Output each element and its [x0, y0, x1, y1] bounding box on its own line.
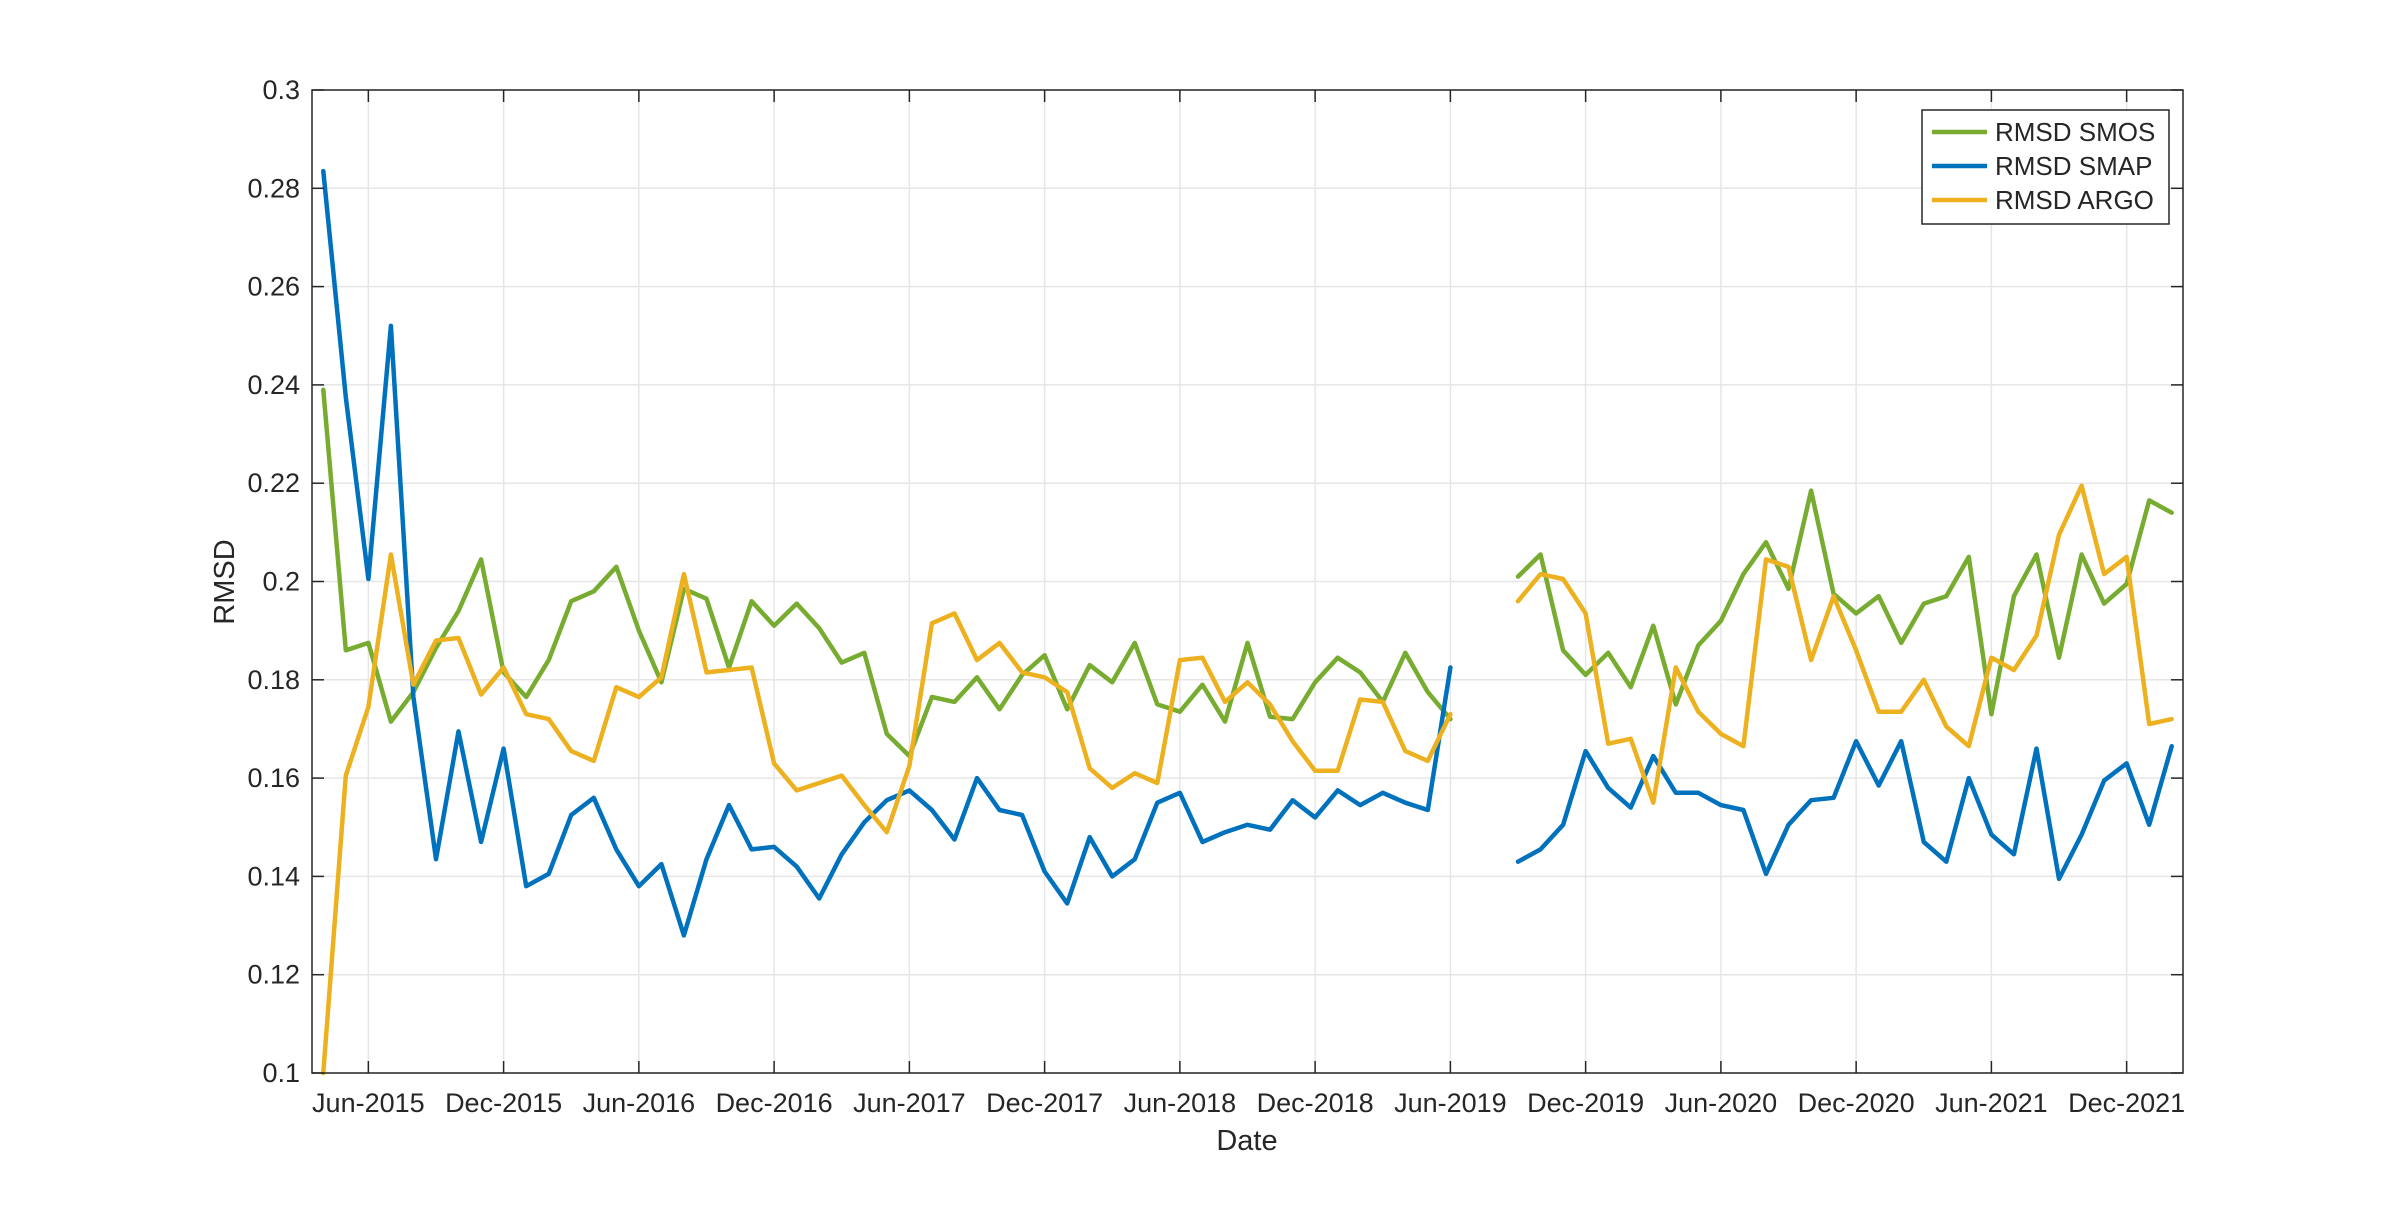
legend-label: RMSD SMOS — [1995, 117, 2155, 147]
y-tick-label: 0.2 — [262, 567, 300, 597]
x-tick-label: Dec-2015 — [445, 1088, 562, 1118]
x-tick-label: Jun-2016 — [583, 1088, 696, 1118]
x-tick-label: Jun-2017 — [853, 1088, 966, 1118]
y-tick-label: 0.3 — [262, 75, 300, 105]
x-tick-label: Jun-2019 — [1394, 1088, 1507, 1118]
axes — [311, 89, 2184, 1074]
x-tick-label: Jun-2018 — [1124, 1088, 1237, 1118]
series-line-rmsd-argo — [321, 483, 2174, 1076]
legend-label: RMSD ARGO — [1995, 185, 2154, 215]
y-tick-label: 0.22 — [247, 468, 300, 498]
y-tick-label: 0.16 — [247, 763, 300, 793]
x-tick-label: Jun-2015 — [312, 1088, 425, 1118]
series-line-rmsd-smap — [321, 168, 2174, 938]
series-lines — [321, 168, 2174, 1076]
x-tick-label: Dec-2016 — [716, 1088, 833, 1118]
x-tick-label: Dec-2019 — [1527, 1088, 1644, 1118]
x-tick-label: Jun-2020 — [1665, 1088, 1778, 1118]
x-tick-label: Dec-2020 — [1798, 1088, 1915, 1118]
y-tick-label: 0.26 — [247, 272, 300, 302]
x-axis-label: Date — [1216, 1125, 1277, 1157]
y-tick-label: 0.1 — [262, 1058, 300, 1088]
y-axis-label: RMSD — [209, 539, 241, 624]
tick-labels: 0.1 0.12 0.14 0.16 0.18 0.2 0.22 0.24 0.26 0.28 0.… — [247, 75, 2185, 1118]
legend-label: RMSD SMAP — [1995, 151, 2152, 181]
y-tick-label: 0.18 — [247, 665, 300, 695]
y-tick-label: 0.12 — [247, 960, 300, 990]
legend: RMSD SMOS RMSD SMAP RMSD ARGO — [1921, 109, 2170, 225]
y-tick-label: 0.24 — [247, 370, 300, 400]
plot-area-border — [311, 89, 2184, 1074]
x-tick-label: Dec-2017 — [986, 1088, 1103, 1118]
y-tick-label: 0.28 — [247, 173, 300, 203]
x-tick-label: Dec-2018 — [1257, 1088, 1374, 1118]
x-tick-label: Dec-2021 — [2068, 1088, 2185, 1118]
y-tick-label: 0.14 — [247, 861, 300, 891]
x-tick-label: Jun-2021 — [1935, 1088, 2048, 1118]
